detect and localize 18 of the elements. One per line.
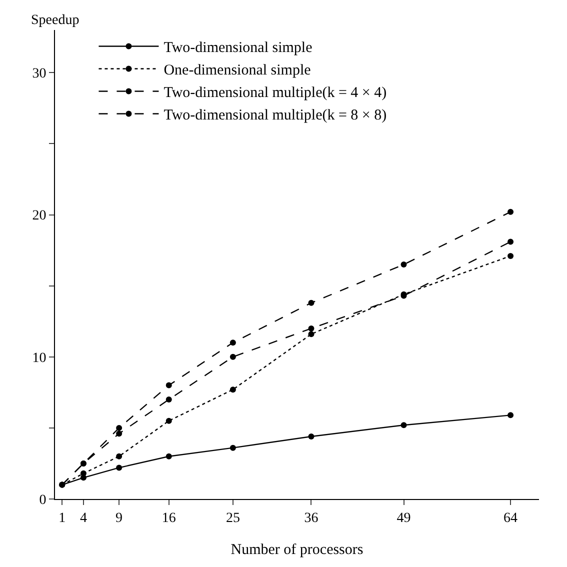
y-tick-label: 10	[32, 350, 46, 366]
x-tick-label: 16	[162, 510, 176, 526]
y-tick-label: 30	[32, 66, 46, 82]
x-tick-label: 49	[396, 510, 411, 526]
x-tick-label: 25	[226, 510, 240, 526]
x-axis-title: Number of processors	[230, 542, 364, 558]
y-tick-label: 0	[39, 492, 46, 508]
x-tick-label: 9	[116, 510, 123, 526]
x-tick-label: 64	[504, 510, 518, 526]
y-tick-label: 20	[32, 208, 46, 224]
y-axis-title: Speedup	[31, 13, 80, 28]
x-tick-label: 4	[80, 510, 87, 526]
x-tick-label: 1	[58, 510, 66, 526]
legend-label: Two-dimensional multiple(k = 8 × 8)	[164, 108, 387, 124]
x-tick-label: 36	[304, 510, 318, 526]
legend-label: Two-dimensional multiple(k = 4 × 4)	[164, 85, 387, 102]
legend-label: Two-dimensional simple	[164, 40, 313, 56]
legend-label: One-dimensional simple	[164, 62, 312, 79]
